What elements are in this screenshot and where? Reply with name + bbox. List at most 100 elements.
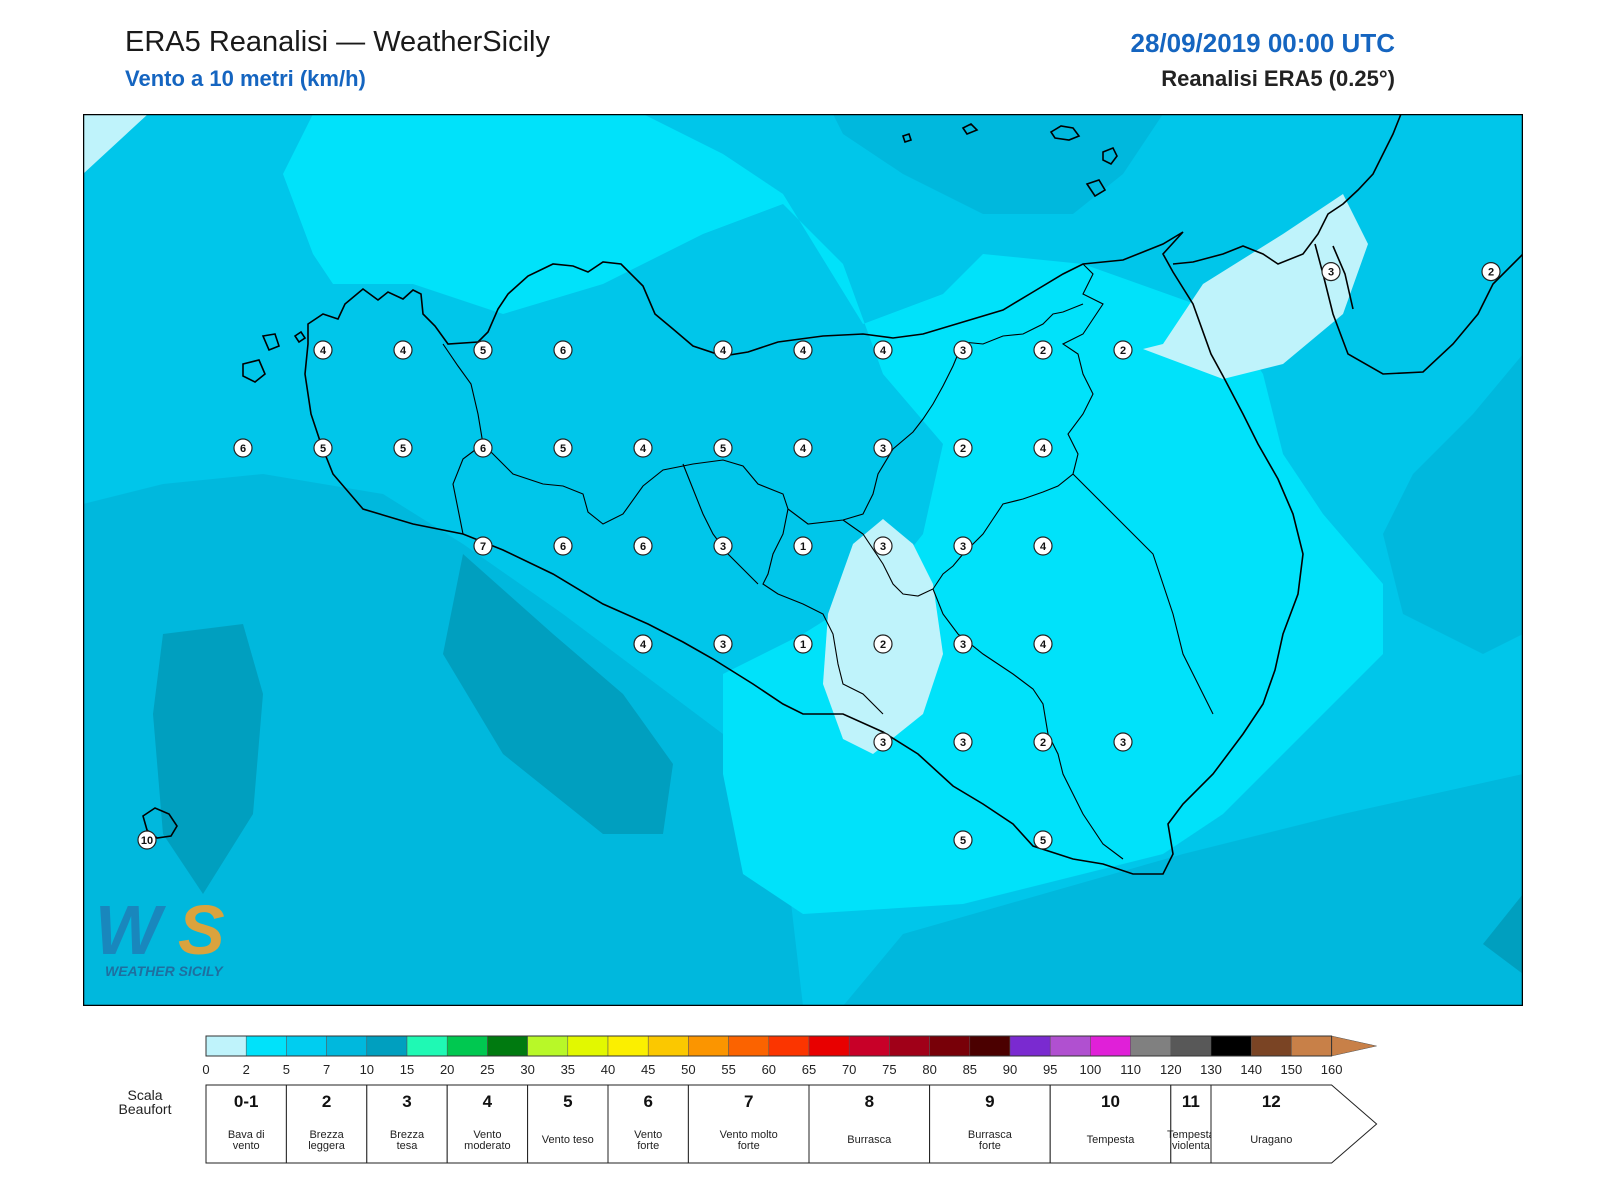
colorbar-tick-label: 5 <box>283 1062 290 1077</box>
station-marker: 3 <box>1113 732 1133 752</box>
beaufort-description-line: vento <box>233 1140 260 1152</box>
colorbar-tick-label: 90 <box>1003 1062 1017 1077</box>
station-value: 3 <box>880 541 886 553</box>
colorbar-tick-label: 45 <box>641 1062 655 1077</box>
station-marker: 6 <box>553 340 573 360</box>
station-marker: 5 <box>553 438 573 458</box>
colorbar-swatch <box>808 1035 850 1057</box>
colorbar-swatch <box>1130 1035 1172 1057</box>
colorbar-swatch <box>205 1035 247 1057</box>
beaufort-number: 0-1 <box>234 1092 259 1111</box>
station-value: 1 <box>800 639 806 651</box>
beaufort-number: 2 <box>322 1092 331 1111</box>
beaufort-description-line: Uragano <box>1250 1134 1292 1146</box>
beaufort-cell: 3 Brezza tesa <box>366 1084 448 1164</box>
beaufort-cell: 9 Burrasca forte <box>929 1084 1051 1164</box>
colorbar-tick-label: 75 <box>882 1062 896 1077</box>
station-value: 2 <box>1040 737 1046 749</box>
colorbar-swatch <box>929 1035 971 1057</box>
beaufort-description-line: forte <box>637 1140 659 1152</box>
station-marker: 5 <box>1033 830 1053 850</box>
colorbar-tick-label: 25 <box>480 1062 494 1077</box>
beaufort-cell-box <box>808 1084 931 1164</box>
station-circle <box>313 438 333 458</box>
station-value: 4 <box>320 345 327 357</box>
station-marker: 4 <box>1033 536 1053 556</box>
colorbar-swatch <box>768 1035 810 1057</box>
station-marker: 2 <box>953 438 973 458</box>
beaufort-description-line: violenta <box>1172 1140 1211 1152</box>
beaufort-cell-box <box>1210 1084 1378 1164</box>
station-circle <box>1033 732 1053 752</box>
station-value: 3 <box>960 639 966 651</box>
station-value: 4 <box>720 345 727 357</box>
station-marker: 4 <box>873 340 893 360</box>
svg-text:W: W <box>95 891 167 969</box>
colorbar-swatch <box>245 1035 287 1057</box>
beaufort-cell: 0-1 Bava di vento <box>205 1084 287 1164</box>
station-value: 3 <box>880 443 886 455</box>
station-value: 10 <box>141 835 153 847</box>
station-marker: 6 <box>233 438 253 458</box>
station-circle <box>1033 634 1053 654</box>
colorbar-swatch <box>848 1035 890 1057</box>
beaufort-description-line: tesa <box>397 1140 419 1152</box>
station-circle <box>633 634 653 654</box>
model-label: Reanalisi ERA5 (0.25°) <box>1161 66 1395 91</box>
station-circle <box>873 536 893 556</box>
colorbar-swatch <box>1291 1035 1332 1057</box>
colorbar-tick-label: 70 <box>842 1062 856 1077</box>
svg-text:S: S <box>178 891 225 969</box>
beaufort-description-line: moderato <box>464 1140 510 1152</box>
beaufort-description-line: forte <box>979 1140 1001 1152</box>
station-circle <box>713 536 733 556</box>
colorbar-swatch <box>688 1035 729 1057</box>
station-circle <box>873 634 893 654</box>
station-marker: 4 <box>793 438 813 458</box>
station-circle <box>793 536 813 556</box>
station-value: 5 <box>400 443 406 455</box>
beaufort-description: Tempesta violenta <box>1167 1129 1216 1152</box>
station-marker: 3 <box>1321 262 1341 282</box>
colorbar-swatch <box>1250 1035 1292 1057</box>
station-value: 4 <box>400 345 407 357</box>
station-marker: 4 <box>1033 438 1053 458</box>
colorbar-frame <box>205 1035 1333 1057</box>
station-marker: 5 <box>953 830 973 850</box>
wind-speed-colorbar: 0 2 5 7 10 15 20 25 30 35 40 45 50 55 60 65 70 75 80 85 90 95… <box>119 1035 1378 1164</box>
colorbar-tick-label: 40 <box>601 1062 615 1077</box>
colorbar-swatch <box>366 1035 408 1057</box>
beaufort-cell-box <box>527 1084 609 1164</box>
colorbar-swatch <box>1090 1035 1131 1057</box>
beaufort-cell: 2 Brezza leggera <box>285 1084 368 1164</box>
beaufort-number: 10 <box>1101 1092 1120 1111</box>
beaufort-cell: 7 Vento molto forte <box>687 1084 810 1164</box>
map-title: ERA5 Reanalisi — WeatherSicily <box>125 26 550 58</box>
station-circle <box>953 732 973 752</box>
colorbar-tick-label: 85 <box>963 1062 977 1077</box>
station-value: 2 <box>1040 345 1046 357</box>
beaufort-number: 12 <box>1262 1092 1281 1111</box>
station-circle <box>553 438 573 458</box>
station-circle <box>713 634 733 654</box>
beaufort-description: Vento moderato <box>464 1129 510 1152</box>
map-subtitle: Vento a 10 metri (km/h) <box>125 66 366 91</box>
station-marker: 4 <box>713 340 733 360</box>
colorbar-swatch <box>1170 1035 1212 1057</box>
beaufort-description: Burrasca forte <box>968 1129 1013 1152</box>
station-circle <box>953 340 973 360</box>
aeolian-islands <box>901 123 1118 198</box>
station-value: 5 <box>960 835 966 847</box>
station-marker: 1 <box>793 634 813 654</box>
station-value: 4 <box>640 443 647 455</box>
station-circle <box>633 438 653 458</box>
beaufort-description: Burrasca <box>847 1134 892 1146</box>
station-marker: 5 <box>473 340 493 360</box>
colorbar-tick-label: 30 <box>520 1062 534 1077</box>
station-circle <box>793 438 813 458</box>
station-circle <box>873 732 893 752</box>
station-marker: 2 <box>1033 340 1053 360</box>
station-value: 5 <box>1040 835 1046 847</box>
beaufort-cell: 8 Burrasca <box>808 1084 931 1164</box>
station-value: 6 <box>240 443 246 455</box>
